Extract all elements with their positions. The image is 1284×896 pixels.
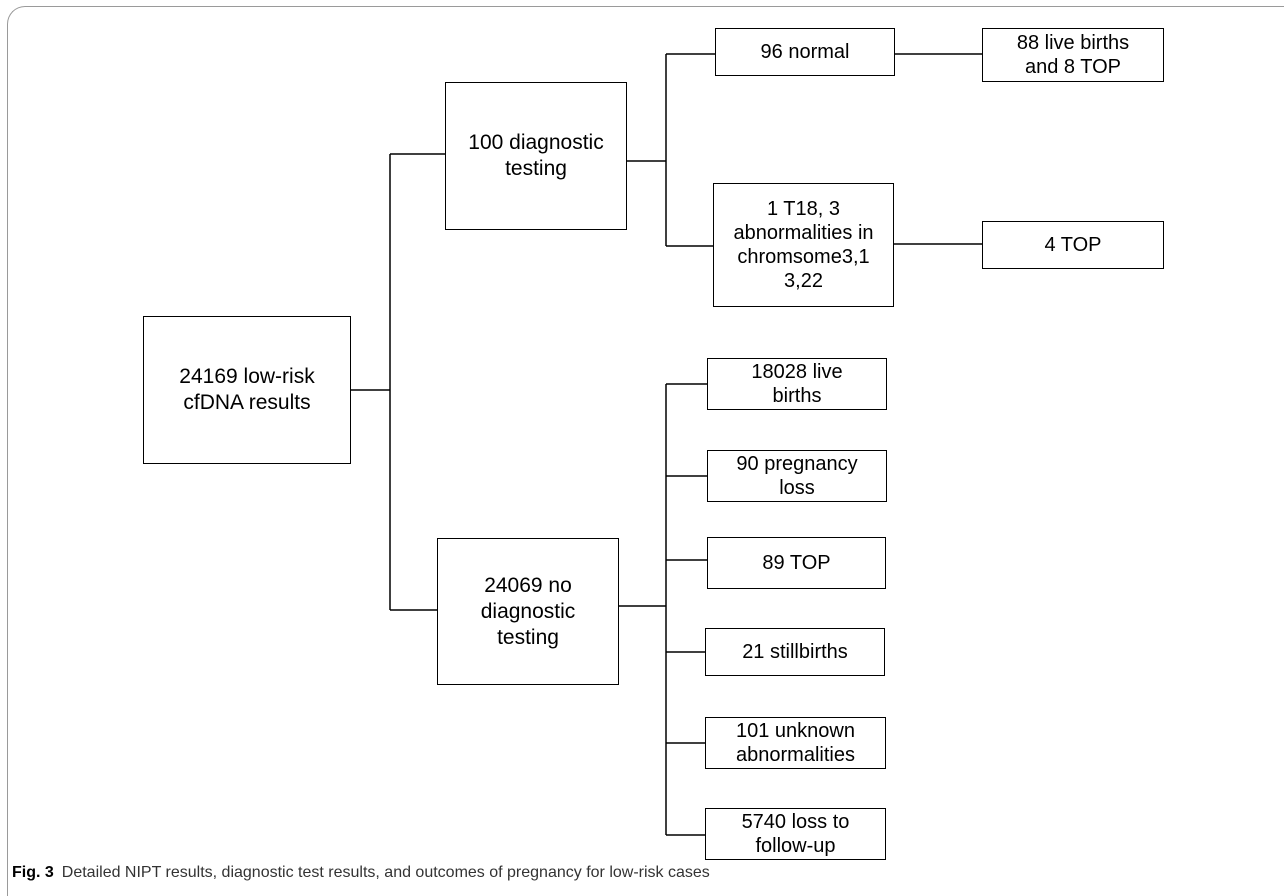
stillbirths-node: 21 stillbirths <box>705 628 885 676</box>
abnormal-node: 1 T18, 3 abnormalities in chromsome3,1 3… <box>713 183 894 307</box>
root-node: 24169 low-risk cfDNA results <box>143 316 351 464</box>
diagnostic-testing-node: 100 diagnostic testing <box>445 82 627 230</box>
pregnancy-loss-node: 90 pregnancy loss <box>707 450 887 502</box>
figure-label: Fig. 3 <box>12 864 54 881</box>
no-diagnostic-testing-node: 24069 no diagnostic testing <box>437 538 619 685</box>
figure-caption-text: Detailed NIPT results, diagnostic test r… <box>61 864 710 881</box>
loss-to-follow-up-node: 5740 loss to follow-up <box>705 808 886 860</box>
top-node: 89 TOP <box>707 537 886 589</box>
figure-caption: Fig. 3 Detailed NIPT results, diagnostic … <box>12 864 710 882</box>
unknown-abnormalities-node: 101 unknown abnormalities <box>705 717 886 769</box>
normal-node: 96 normal <box>715 28 895 76</box>
live-births-node: 18028 live births <box>707 358 887 410</box>
abnormal-outcome-node: 4 TOP <box>982 221 1164 269</box>
normal-outcome-node: 88 live births and 8 TOP <box>982 28 1164 82</box>
figure-frame <box>7 6 1284 896</box>
